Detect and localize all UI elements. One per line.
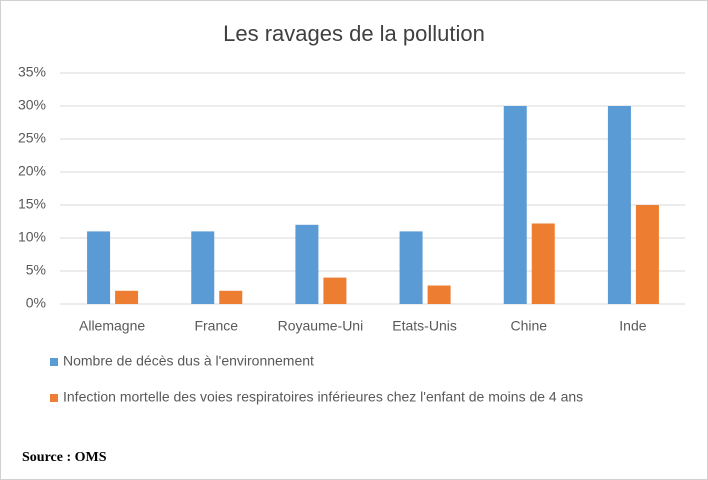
bar: [219, 290, 243, 304]
bar: [191, 231, 215, 304]
bar: [427, 285, 451, 304]
legend-label: Infection mortelle des voies respiratoir…: [63, 389, 583, 405]
bar: [399, 231, 423, 304]
legend-swatch: [50, 358, 58, 366]
bar: [503, 106, 527, 304]
chart-title: Les ravages de la pollution: [223, 21, 485, 46]
bar: [87, 231, 111, 304]
y-tick-label: 30%: [18, 97, 46, 113]
x-tick-label: Etats-Unis: [392, 318, 457, 334]
bar: [295, 224, 319, 304]
y-tick-label: 10%: [18, 229, 46, 245]
bar: [531, 223, 555, 304]
bar: [635, 205, 659, 304]
source-note: Source : OMS: [22, 450, 107, 465]
y-tick-label: 0%: [26, 295, 46, 311]
bar: [115, 290, 139, 304]
x-tick-label: Chine: [510, 318, 547, 334]
x-tick-label: Allemagne: [79, 318, 145, 334]
legend-label: Nombre de décès dus à l'environnement: [63, 353, 314, 369]
x-tick-label: France: [194, 318, 238, 334]
y-tick-label: 20%: [18, 163, 46, 179]
bar: [323, 277, 347, 304]
y-tick-label: 5%: [26, 262, 46, 278]
legend-swatch: [50, 394, 58, 402]
y-tick-label: 25%: [18, 130, 46, 146]
x-tick-label: Royaume-Uni: [278, 318, 364, 334]
x-tick-label: Inde: [619, 318, 646, 334]
y-tick-label: 15%: [18, 196, 46, 212]
bar: [607, 106, 631, 304]
y-tick-label: 35%: [18, 64, 46, 80]
